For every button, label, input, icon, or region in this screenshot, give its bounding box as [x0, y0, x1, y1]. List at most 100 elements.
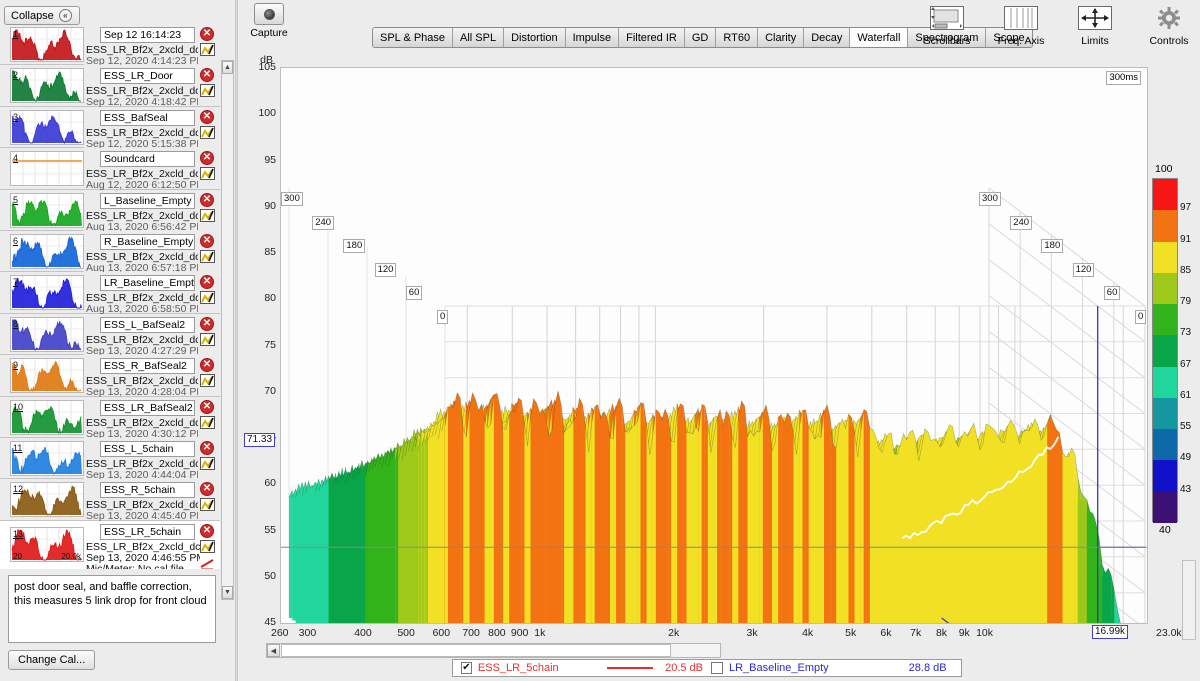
sidebar-scrollbar[interactable]: ▲ ▼ — [221, 60, 234, 600]
measurement-edit-icon[interactable] — [200, 456, 215, 470]
measurement-thumbnail[interactable]: 4 — [10, 151, 84, 187]
measurement-thumbnail[interactable]: 10 — [10, 399, 84, 435]
delete-measurement-icon[interactable]: ✕ — [200, 151, 214, 166]
measurement-thumbnail[interactable]: 13 20 20.0k — [10, 526, 84, 562]
measurement-thumbnail[interactable]: 7 — [10, 275, 84, 311]
scroll-thumb[interactable] — [281, 644, 671, 657]
tab-distortion[interactable]: Distortion — [504, 28, 566, 47]
measurement-thumbnail[interactable]: 3 — [10, 109, 84, 145]
tab-all-spl[interactable]: All SPL — [453, 28, 505, 47]
measurement-name-field[interactable]: ESS_LR_Door — [100, 68, 195, 85]
measurement-edit-icon[interactable] — [200, 167, 215, 181]
measurement-name-field[interactable]: ESS_L_BafSeal2 — [100, 316, 195, 333]
view-tabs[interactable]: SPL & Phase All SPL Distortion Impulse Filte… — [372, 27, 1033, 48]
delete-measurement-icon[interactable]: ✕ — [200, 68, 214, 83]
measurement-edit-icon[interactable] — [200, 249, 215, 263]
measurement-row[interactable]: 10 ESS_LR_BafSeal2 ✕ ESS_LR_Bf2x_2xcld_dc Se… — [0, 396, 220, 440]
measurement-thumbnail[interactable]: 1 — [10, 27, 84, 62]
measurement-thumbnail[interactable]: 2 — [10, 68, 84, 104]
measurement-name-field[interactable]: ESS_L_5chain — [100, 440, 195, 457]
delete-measurement-icon[interactable]: ✕ — [200, 233, 214, 248]
measurement-edit-icon[interactable] — [200, 291, 215, 305]
toolbutton-controls[interactable]: Controls — [1140, 6, 1198, 47]
tab-scope[interactable]: Scope — [986, 28, 1032, 47]
measurement-row[interactable]: 9 ESS_R_BafSeal2 ✕ ESS_LR_Bf2x_2xcld_dc Sep … — [0, 355, 220, 398]
measurement-row[interactable]: 12 ESS_R_5chain ✕ ESS_LR_Bf2x_2xcld_dc Sep 1… — [0, 479, 220, 522]
measurement-row-selected[interactable]: 13 20 20.0k ESS_LR_5chain ✕ ESS_LR_Bf2x_2xcld… — [0, 520, 220, 569]
legend-item[interactable]: LR_Baseline_Empty 28.8 dB — [703, 660, 958, 676]
measurement-name-field[interactable]: ESS_LR_BafSeal2 — [100, 399, 195, 416]
delete-measurement-icon[interactable]: ✕ — [200, 482, 214, 497]
measurement-notes[interactable]: post door seal, and baffle correction, t… — [8, 575, 216, 643]
tab-clarity[interactable]: Clarity — [758, 28, 805, 47]
horizontal-scrollbar[interactable]: ◀ — [266, 643, 721, 658]
measurement-row[interactable]: 6 R_Baseline_Empty ✕ ESS_LR_Bf2x_2xcld_dc Au… — [0, 230, 220, 274]
measurement-edit-icon[interactable] — [200, 539, 215, 553]
scroll-down-arrow[interactable]: ▼ — [222, 586, 233, 599]
measurement-name-field[interactable]: LR_Baseline_Empty — [100, 275, 195, 292]
measurement-edit-icon[interactable] — [200, 43, 215, 56]
measurement-thumbnail[interactable]: 8 — [10, 316, 84, 352]
delete-measurement-icon[interactable]: ✕ — [200, 275, 214, 290]
tab-gd[interactable]: GD — [684, 28, 717, 47]
measurement-thumbnail[interactable]: 9 — [10, 358, 84, 394]
legend-checkbox[interactable] — [711, 662, 723, 674]
delete-measurement-icon[interactable]: ✕ — [200, 109, 214, 124]
measurement-name-field[interactable]: Soundcard — [100, 151, 195, 168]
measurement-name-field[interactable]: ESS_BafSeal — [100, 109, 195, 126]
legend-item[interactable]: ✔ ESS_LR_5chain 20.5 dB — [453, 660, 703, 676]
change-cal-button[interactable]: Change Cal... — [8, 650, 96, 670]
tab-waterfall[interactable]: Waterfall — [850, 28, 909, 47]
measurement-row[interactable]: 2 ESS_LR_Door ✕ ESS_LR_Bf2x_2xcld_dc Sep 12,… — [0, 65, 220, 108]
tab-decay[interactable]: Decay — [804, 28, 851, 47]
measurement-row[interactable]: 7 LR_Baseline_Empty ✕ ESS_LR_Bf2x_2xcld_dc A… — [0, 272, 220, 315]
collapse-button[interactable]: Collapse « — [4, 6, 80, 25]
measurement-edit-icon[interactable] — [200, 125, 215, 139]
right-vertical-scrollbar[interactable] — [1182, 560, 1196, 640]
measurement-edit-icon[interactable] — [200, 415, 215, 429]
delete-measurement-icon[interactable]: ✕ — [200, 316, 214, 331]
measurement-name-field[interactable]: ESS_R_5chain — [100, 482, 195, 499]
measurement-name-field[interactable]: ESS_R_BafSeal2 — [100, 358, 195, 375]
measurement-row[interactable]: 8 ESS_L_BafSeal2 ✕ ESS_LR_Bf2x_2xcld_dc Sep … — [0, 313, 220, 357]
toolbutton-scrollbars[interactable]: Scrollbars — [918, 6, 976, 47]
measurement-thumbnail[interactable]: 11 — [10, 440, 84, 476]
measurement-edit-icon[interactable] — [200, 374, 215, 388]
tab-rt60[interactable]: RT60 — [716, 28, 759, 47]
measurement-edit-icon[interactable] — [200, 498, 215, 512]
delete-measurement-icon[interactable]: ✕ — [200, 358, 214, 373]
delete-measurement-icon[interactable]: ✕ — [200, 192, 214, 207]
measurement-row[interactable]: 3 ESS_BafSeal ✕ ESS_LR_Bf2x_2xcld_dc Sep 12,… — [0, 106, 220, 150]
measurement-edit-icon[interactable] — [200, 208, 215, 222]
colorbar[interactable] — [1152, 178, 1178, 523]
tab-spl-phase[interactable]: SPL & Phase — [373, 28, 454, 47]
measurement-row[interactable]: 11 ESS_L_5chain ✕ ESS_LR_Bf2x_2xcld_dc Sep 1… — [0, 437, 220, 481]
scroll-left-arrow[interactable]: ◀ — [267, 644, 280, 657]
measurement-thumbnail[interactable]: 6 — [10, 233, 84, 269]
delete-measurement-icon[interactable]: ✕ — [200, 440, 214, 455]
measurement-row[interactable]: 4 Soundcard ✕ ESS_LR_Bf2x_2xcld_dc Aug 12, 2… — [0, 148, 220, 191]
delete-measurement-icon[interactable]: ✕ — [200, 399, 214, 414]
measurement-thumbnail[interactable]: 5 — [10, 192, 84, 228]
toolbutton-limits[interactable]: Limits — [1066, 6, 1124, 47]
delete-measurement-icon[interactable]: ✕ — [200, 27, 214, 41]
pane-divider[interactable] — [235, 0, 238, 681]
waterfall-plot-surface[interactable]: 300ms 0 0 60 60 120 120 180 180 240 240 300 300 — [280, 67, 1148, 624]
legend-checkbox[interactable]: ✔ — [461, 662, 472, 674]
measurement-row[interactable]: 5 L_Baseline_Empty ✕ ESS_LR_Bf2x_2xcld_dc Au… — [0, 189, 220, 233]
measurement-name-field[interactable]: Sep 12 16:14:23 — [100, 27, 195, 43]
measurement-name-field[interactable]: L_Baseline_Empty — [100, 192, 195, 209]
delete-measurement-icon[interactable]: ✕ — [200, 523, 214, 538]
toolbutton-freq-axis[interactable]: Freq. Axis — [992, 6, 1050, 47]
tab-spectrogram[interactable]: Spectrogram — [908, 28, 987, 47]
measurement-thumbnail[interactable]: 12 — [10, 482, 84, 518]
tab-filtered-ir[interactable]: Filtered IR — [619, 28, 685, 47]
measurement-edit-icon[interactable] — [200, 332, 215, 346]
measurement-list[interactable]: 1 Sep 12 16:14:23 ✕ ESS_LR_Bf2x_2xcld_dc Sep… — [0, 24, 220, 569]
capture-button[interactable]: Capture — [247, 3, 291, 39]
scale-icon[interactable] — [200, 557, 215, 569]
scroll-up-arrow[interactable]: ▲ — [222, 61, 233, 74]
tab-impulse[interactable]: Impulse — [565, 28, 620, 47]
measurement-edit-icon[interactable] — [200, 84, 215, 98]
measurement-row[interactable]: 1 Sep 12 16:14:23 ✕ ESS_LR_Bf2x_2xcld_dc Sep… — [0, 24, 220, 67]
